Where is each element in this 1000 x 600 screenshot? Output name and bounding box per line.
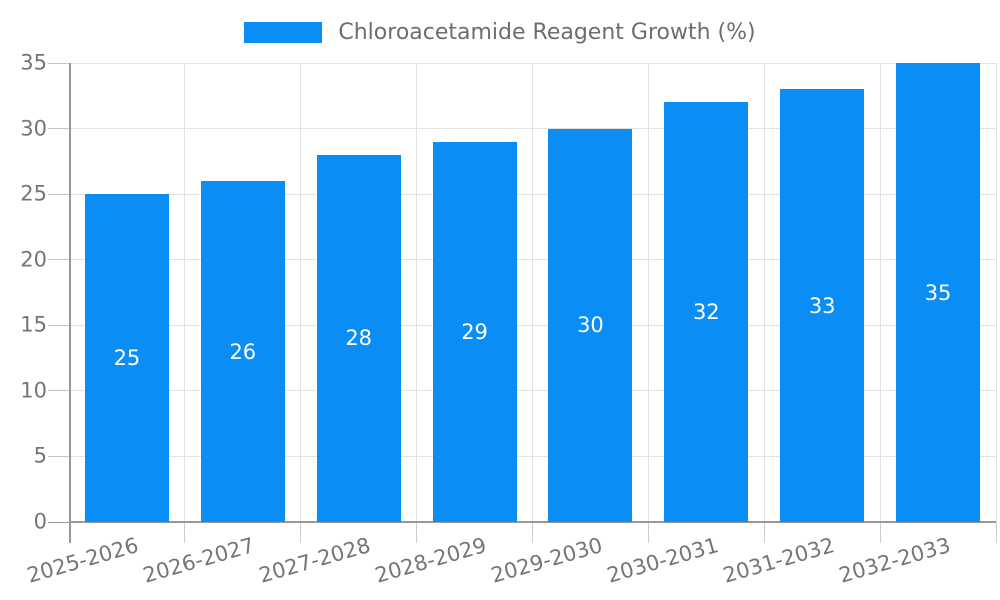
legend-label[interactable]: Chloroacetamide Reagent Growth (%) [338,20,756,45]
v-gridline [300,63,302,522]
bar[interactable] [548,128,633,522]
x-tick-label: 2025-2026 [24,533,142,588]
v-gridline [416,63,418,522]
y-tick-label: 25 [20,181,47,206]
y-tick [48,390,69,392]
v-gridline [763,63,765,522]
y-tick-label: 35 [20,50,47,75]
y-tick [48,128,69,130]
bar[interactable] [896,63,981,522]
y-tick-label: 20 [20,247,47,272]
v-gridline [647,63,649,522]
x-tick-label: 2028-2029 [372,533,490,588]
bar-value-label: 32 [692,300,720,325]
x-tick [184,522,186,543]
y-tick [48,259,69,261]
bar[interactable] [664,102,749,522]
y-tick-label: 15 [20,312,47,337]
y-tick [48,521,69,523]
x-tick-label: 2026-2027 [140,533,258,588]
v-gridline [995,63,997,522]
bar-value-label: 33 [808,293,836,318]
x-tick-label: 2029-2030 [488,533,606,588]
bar[interactable] [200,181,285,522]
bar-value-label: 29 [461,319,488,344]
y-tick-label: 10 [20,378,47,403]
y-tick [48,62,69,64]
x-tick [416,522,418,543]
x-tick [300,522,302,543]
y-tick-label: 0 [33,509,47,534]
legend[interactable]: Chloroacetamide Reagent Growth (%) [0,20,1000,45]
x-tick-label: 2032-2033 [836,533,953,588]
x-tick [532,522,533,543]
legend-swatch[interactable] [244,22,323,43]
v-gridline [532,63,533,522]
bar-value-label: 35 [924,280,952,305]
bar-value-label: 28 [345,326,373,351]
x-tick [879,522,881,543]
y-tick-label: 5 [33,443,47,468]
y-axis-line [69,63,71,543]
y-tick-label: 30 [20,116,47,141]
bar[interactable] [316,154,401,522]
y-tick [48,455,69,457]
bar-value-label: 30 [577,313,604,338]
x-axis-line [69,521,996,523]
x-tick-label: 2031-2032 [720,533,837,588]
y-tick [48,193,69,195]
v-gridline [184,63,186,522]
v-gridline [879,63,881,522]
bar[interactable] [780,89,865,522]
bar-value-label: 25 [113,346,141,371]
x-tick-label: 2030-2031 [604,533,721,588]
y-tick [48,324,69,326]
bar[interactable] [84,194,169,522]
bar[interactable] [432,141,517,522]
x-tick [647,522,649,543]
plot-area: 0 5 10 15 20 25 30 35 25 2025-2026 26 2026-2027 28 20… [20,52,997,588]
x-tick-label: 2027-2028 [256,533,374,588]
x-tick [763,522,765,543]
x-tick [995,522,997,543]
bar-value-label: 26 [229,339,257,364]
